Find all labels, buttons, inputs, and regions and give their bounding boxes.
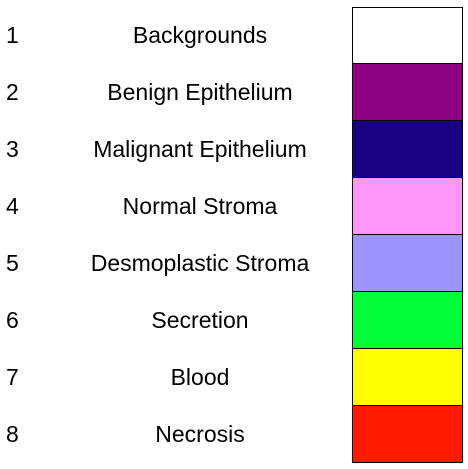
legend-row-5: 5 Desmoplastic Stroma xyxy=(0,235,468,292)
class-number: 3 xyxy=(6,136,19,162)
legend-row-4: 4 Normal Stroma xyxy=(0,178,468,235)
class-number: 4 xyxy=(6,193,19,219)
legend-row-7: 7 Blood xyxy=(0,349,468,406)
class-label: Desmoplastic Stroma xyxy=(90,250,310,276)
color-swatch xyxy=(352,349,463,406)
class-label: Backgrounds xyxy=(132,22,268,48)
color-swatch xyxy=(352,292,463,349)
legend-row-2: 2 Benign Epithelium xyxy=(0,64,468,121)
class-label: Blood xyxy=(170,364,230,390)
legend-row-8: 8 Necrosis xyxy=(0,406,468,463)
color-swatch xyxy=(352,121,463,178)
class-number: 1 xyxy=(6,22,19,48)
color-swatch xyxy=(352,406,463,463)
legend-row-1: 1 Backgrounds xyxy=(0,7,468,64)
color-swatch xyxy=(352,64,463,121)
class-number: 7 xyxy=(6,364,19,390)
class-number: 8 xyxy=(6,421,19,447)
class-label: Secretion xyxy=(151,307,249,333)
class-label: Benign Epithelium xyxy=(107,79,293,105)
class-label: Normal Stroma xyxy=(122,193,278,219)
class-label: Malignant Epithelium xyxy=(93,136,307,162)
color-swatch xyxy=(352,178,463,235)
class-label: Necrosis xyxy=(155,421,245,447)
class-number: 5 xyxy=(6,250,19,276)
class-number: 2 xyxy=(6,79,19,105)
color-swatch xyxy=(352,7,463,64)
legend-row-3: 3 Malignant Epithelium xyxy=(0,121,468,178)
class-number: 6 xyxy=(6,307,19,333)
color-swatch xyxy=(352,235,463,292)
legend-row-6: 6 Secretion xyxy=(0,292,468,349)
